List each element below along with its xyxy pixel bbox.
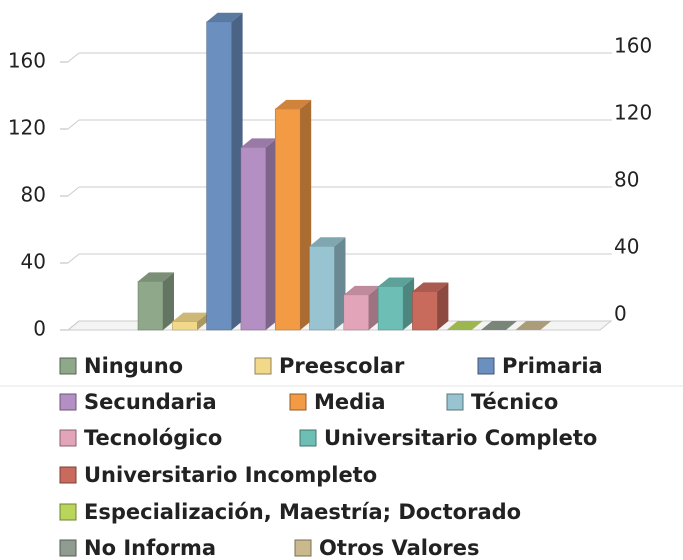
y-tick-label: 40 <box>21 250 46 274</box>
legend-label: Universitario Incompleto <box>84 463 377 487</box>
legend-label: No Informa <box>84 536 216 560</box>
bar-top <box>343 285 380 295</box>
legend-swatch <box>299 429 317 447</box>
bar <box>343 294 370 331</box>
y2-tick-label: 80 <box>614 168 639 192</box>
bar-side <box>163 272 174 330</box>
legend-label: Preescolar <box>279 354 405 378</box>
legend-swatch <box>59 357 77 375</box>
legend-swatch <box>294 539 312 557</box>
bar-side <box>334 237 346 330</box>
legend-label: Media <box>314 390 386 414</box>
y2-tick-label: 0 <box>614 302 627 326</box>
bar-top <box>172 312 209 322</box>
bar <box>274 108 301 331</box>
legend-swatch <box>477 357 495 375</box>
bar <box>240 147 267 331</box>
legend-label: Universitario Completo <box>324 426 597 450</box>
y2-tick-label: 120 <box>614 101 652 125</box>
bar-side <box>368 285 380 330</box>
bar-top <box>515 321 552 330</box>
grid-line <box>67 52 80 63</box>
grid-line <box>67 186 80 197</box>
bar-side <box>437 282 449 330</box>
bar <box>172 321 198 331</box>
legend-label: Otros Valores <box>319 536 479 560</box>
legend-swatch <box>59 466 77 484</box>
y-tick-label: 80 <box>21 183 46 207</box>
y2-tick-label: 40 <box>614 235 639 259</box>
bar-side <box>265 138 277 330</box>
bar <box>412 291 438 331</box>
bar-side <box>231 12 243 331</box>
legend-label: Secundaria <box>84 390 217 414</box>
grid-line <box>67 119 80 130</box>
y-tick-label: 160 <box>8 49 46 73</box>
bar-top <box>481 321 517 330</box>
bar-top <box>446 321 483 330</box>
bar-top <box>378 277 415 287</box>
legend-swatch <box>59 503 77 521</box>
bar-top <box>138 272 174 282</box>
grid-line <box>67 320 80 331</box>
bar-side <box>300 99 312 331</box>
bar-side <box>197 312 209 330</box>
legend-label: Ninguno <box>84 354 183 378</box>
legend-swatch <box>59 393 77 411</box>
grid-line <box>67 253 80 264</box>
legend-label: Tecnológico <box>84 426 222 450</box>
bar <box>206 21 232 331</box>
legend-label: Especialización, Maestría; Doctorado <box>84 500 521 524</box>
y2-tick-label: 160 <box>614 34 652 58</box>
legend-swatch <box>59 539 77 557</box>
legend-swatch <box>254 357 272 375</box>
legend-swatch <box>59 429 77 447</box>
y-tick-label: 0 <box>33 317 46 341</box>
bar <box>377 286 404 331</box>
bar-top <box>412 282 449 292</box>
bar-side <box>403 277 415 330</box>
legend-label: Técnico <box>471 390 558 414</box>
bar-top <box>309 237 346 247</box>
bar-top <box>240 138 277 148</box>
bar <box>309 246 335 331</box>
legend-label: Primaria <box>502 354 603 378</box>
bar-top <box>275 99 312 109</box>
y-tick-label: 120 <box>8 116 46 140</box>
legend-swatch <box>289 393 307 411</box>
bar <box>137 281 164 331</box>
legend-swatch <box>446 393 464 411</box>
bar-top <box>206 12 243 22</box>
